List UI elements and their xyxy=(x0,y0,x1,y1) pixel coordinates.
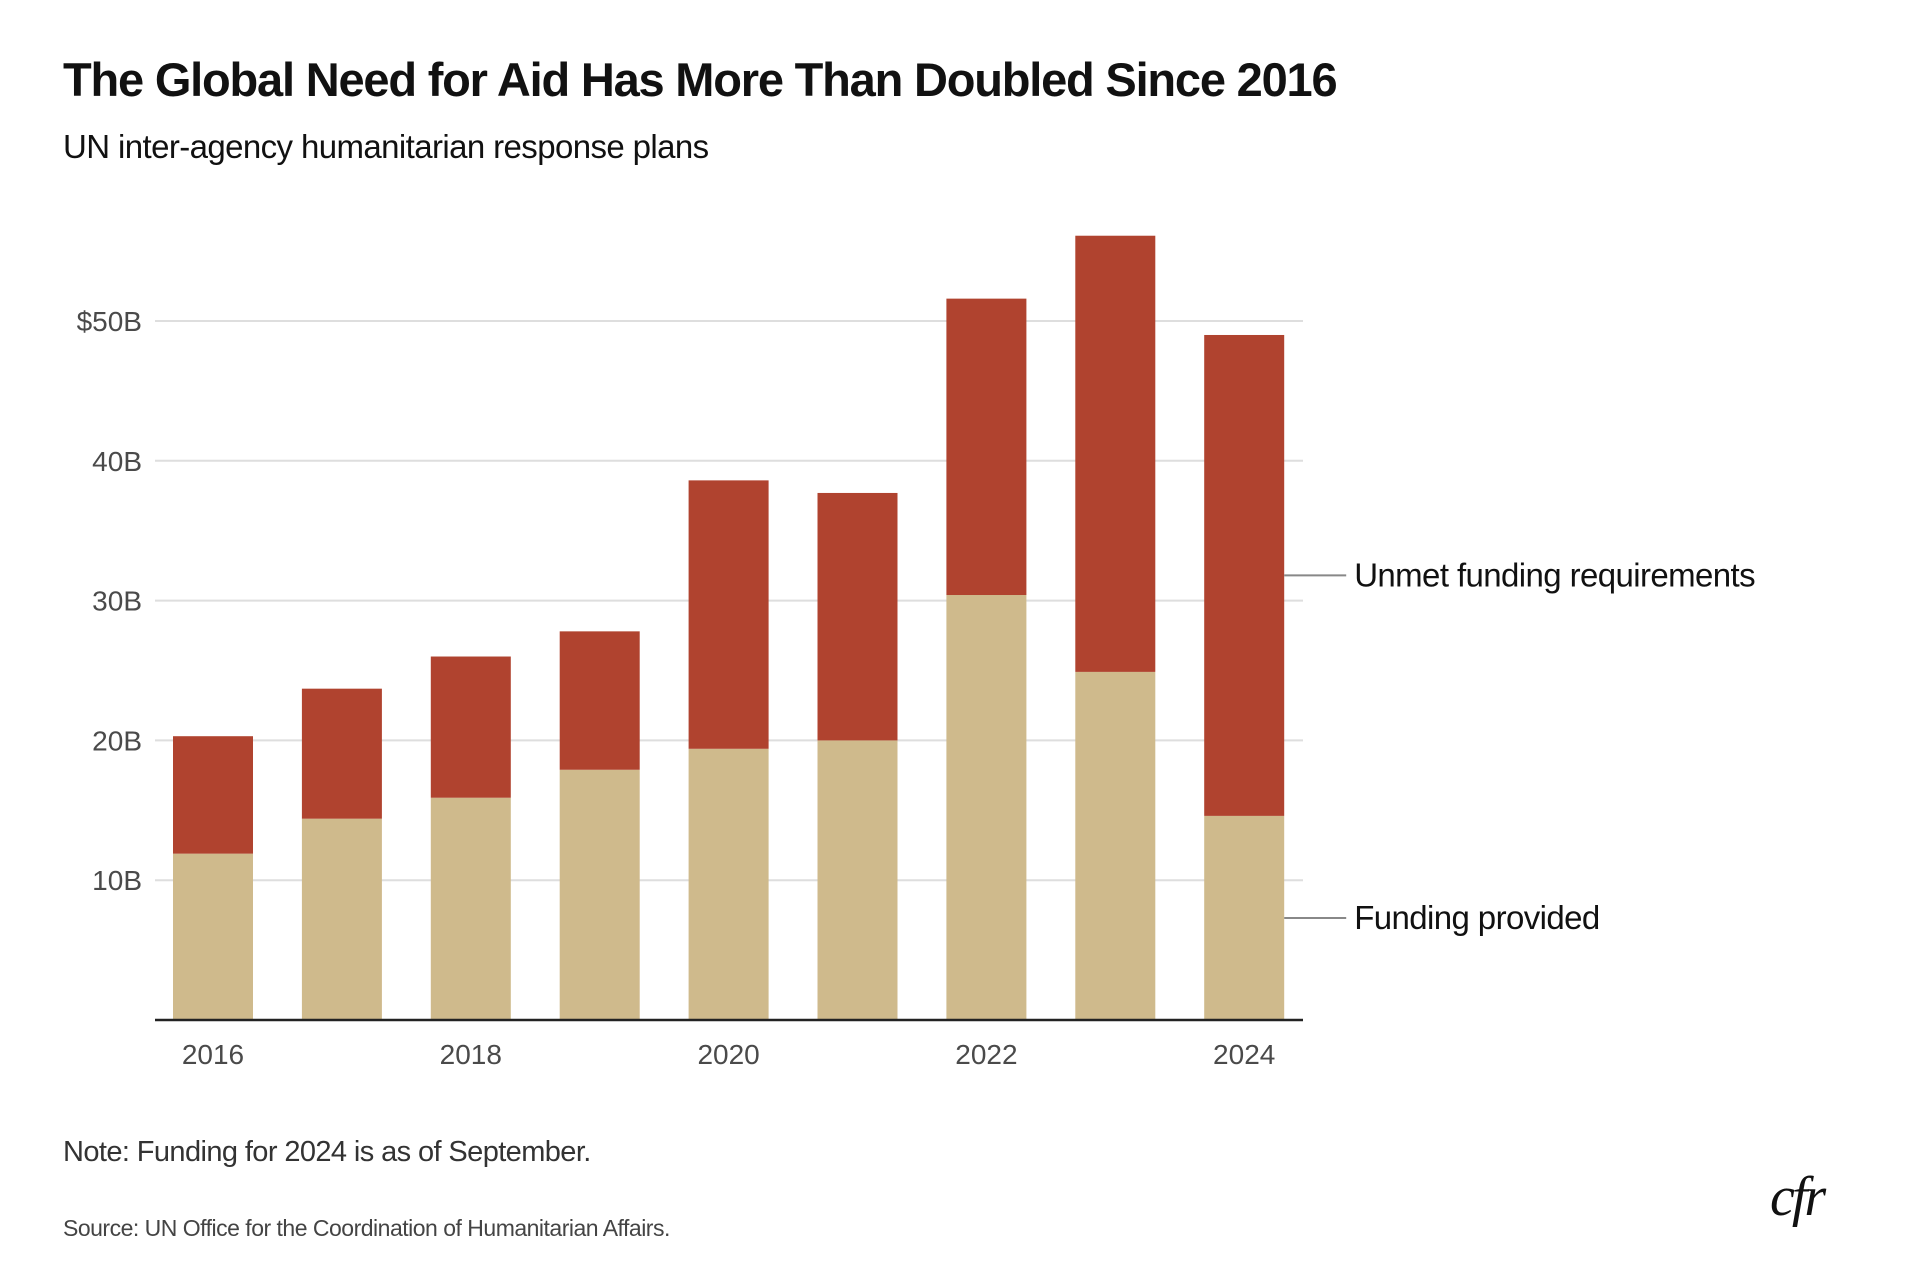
x-tick-label: 2016 xyxy=(182,1039,244,1070)
bar-funding-provided xyxy=(688,748,769,1020)
y-tick-label: 40B xyxy=(92,446,142,477)
bar-unmet-requirements xyxy=(1204,334,1285,816)
chart-note: Note: Funding for 2024 is as of Septembe… xyxy=(63,1136,591,1168)
chart-source: Source: UN Office for the Coordination o… xyxy=(63,1215,670,1241)
bar-funding-provided xyxy=(559,769,640,1020)
bar-funding-provided xyxy=(1075,671,1156,1020)
chart-subtitle: UN inter-agency humanitarian response pl… xyxy=(63,128,709,165)
bar-funding-provided xyxy=(430,797,511,1020)
bar-unmet-requirements xyxy=(688,480,769,749)
cfr-logo: cfr xyxy=(1770,1166,1826,1228)
y-tick-label: 30B xyxy=(92,586,142,617)
y-tick-label: 10B xyxy=(92,865,142,896)
y-tick-label: $50B xyxy=(77,306,142,337)
legend-funding-provided: Funding provided xyxy=(1354,899,1599,936)
y-tick-label: 20B xyxy=(92,725,142,756)
bar-unmet-requirements xyxy=(817,492,898,741)
bar-funding-provided xyxy=(301,818,382,1020)
x-tick-label: 2022 xyxy=(955,1039,1017,1070)
bar-funding-provided xyxy=(1204,815,1285,1020)
bar-funding-provided xyxy=(946,595,1027,1020)
bar-unmet-requirements xyxy=(1075,235,1156,672)
bar-unmet-requirements xyxy=(559,631,640,770)
bar-unmet-requirements xyxy=(301,688,382,819)
bar-funding-provided xyxy=(817,740,898,1020)
bar-unmet-requirements xyxy=(946,298,1027,596)
bar-funding-provided xyxy=(173,853,253,1020)
x-axis-ticks: 2016 2018 2020 2022 2024 xyxy=(182,1039,1275,1070)
bar-unmet-requirements xyxy=(430,656,511,798)
legend-unmet-requirements: Unmet funding requirements xyxy=(1354,556,1755,593)
x-tick-label: 2024 xyxy=(1213,1039,1275,1070)
bars xyxy=(173,235,1285,1020)
x-tick-label: 2020 xyxy=(697,1039,759,1070)
bar-unmet-requirements xyxy=(173,736,253,854)
x-tick-label: 2018 xyxy=(440,1039,502,1070)
chart-title: The Global Need for Aid Has More Than Do… xyxy=(63,53,1338,106)
y-axis-ticks: 10B 20B 30B 40B $50B xyxy=(77,306,142,896)
legend: Funding provided Unmet funding requiremen… xyxy=(1284,556,1756,936)
